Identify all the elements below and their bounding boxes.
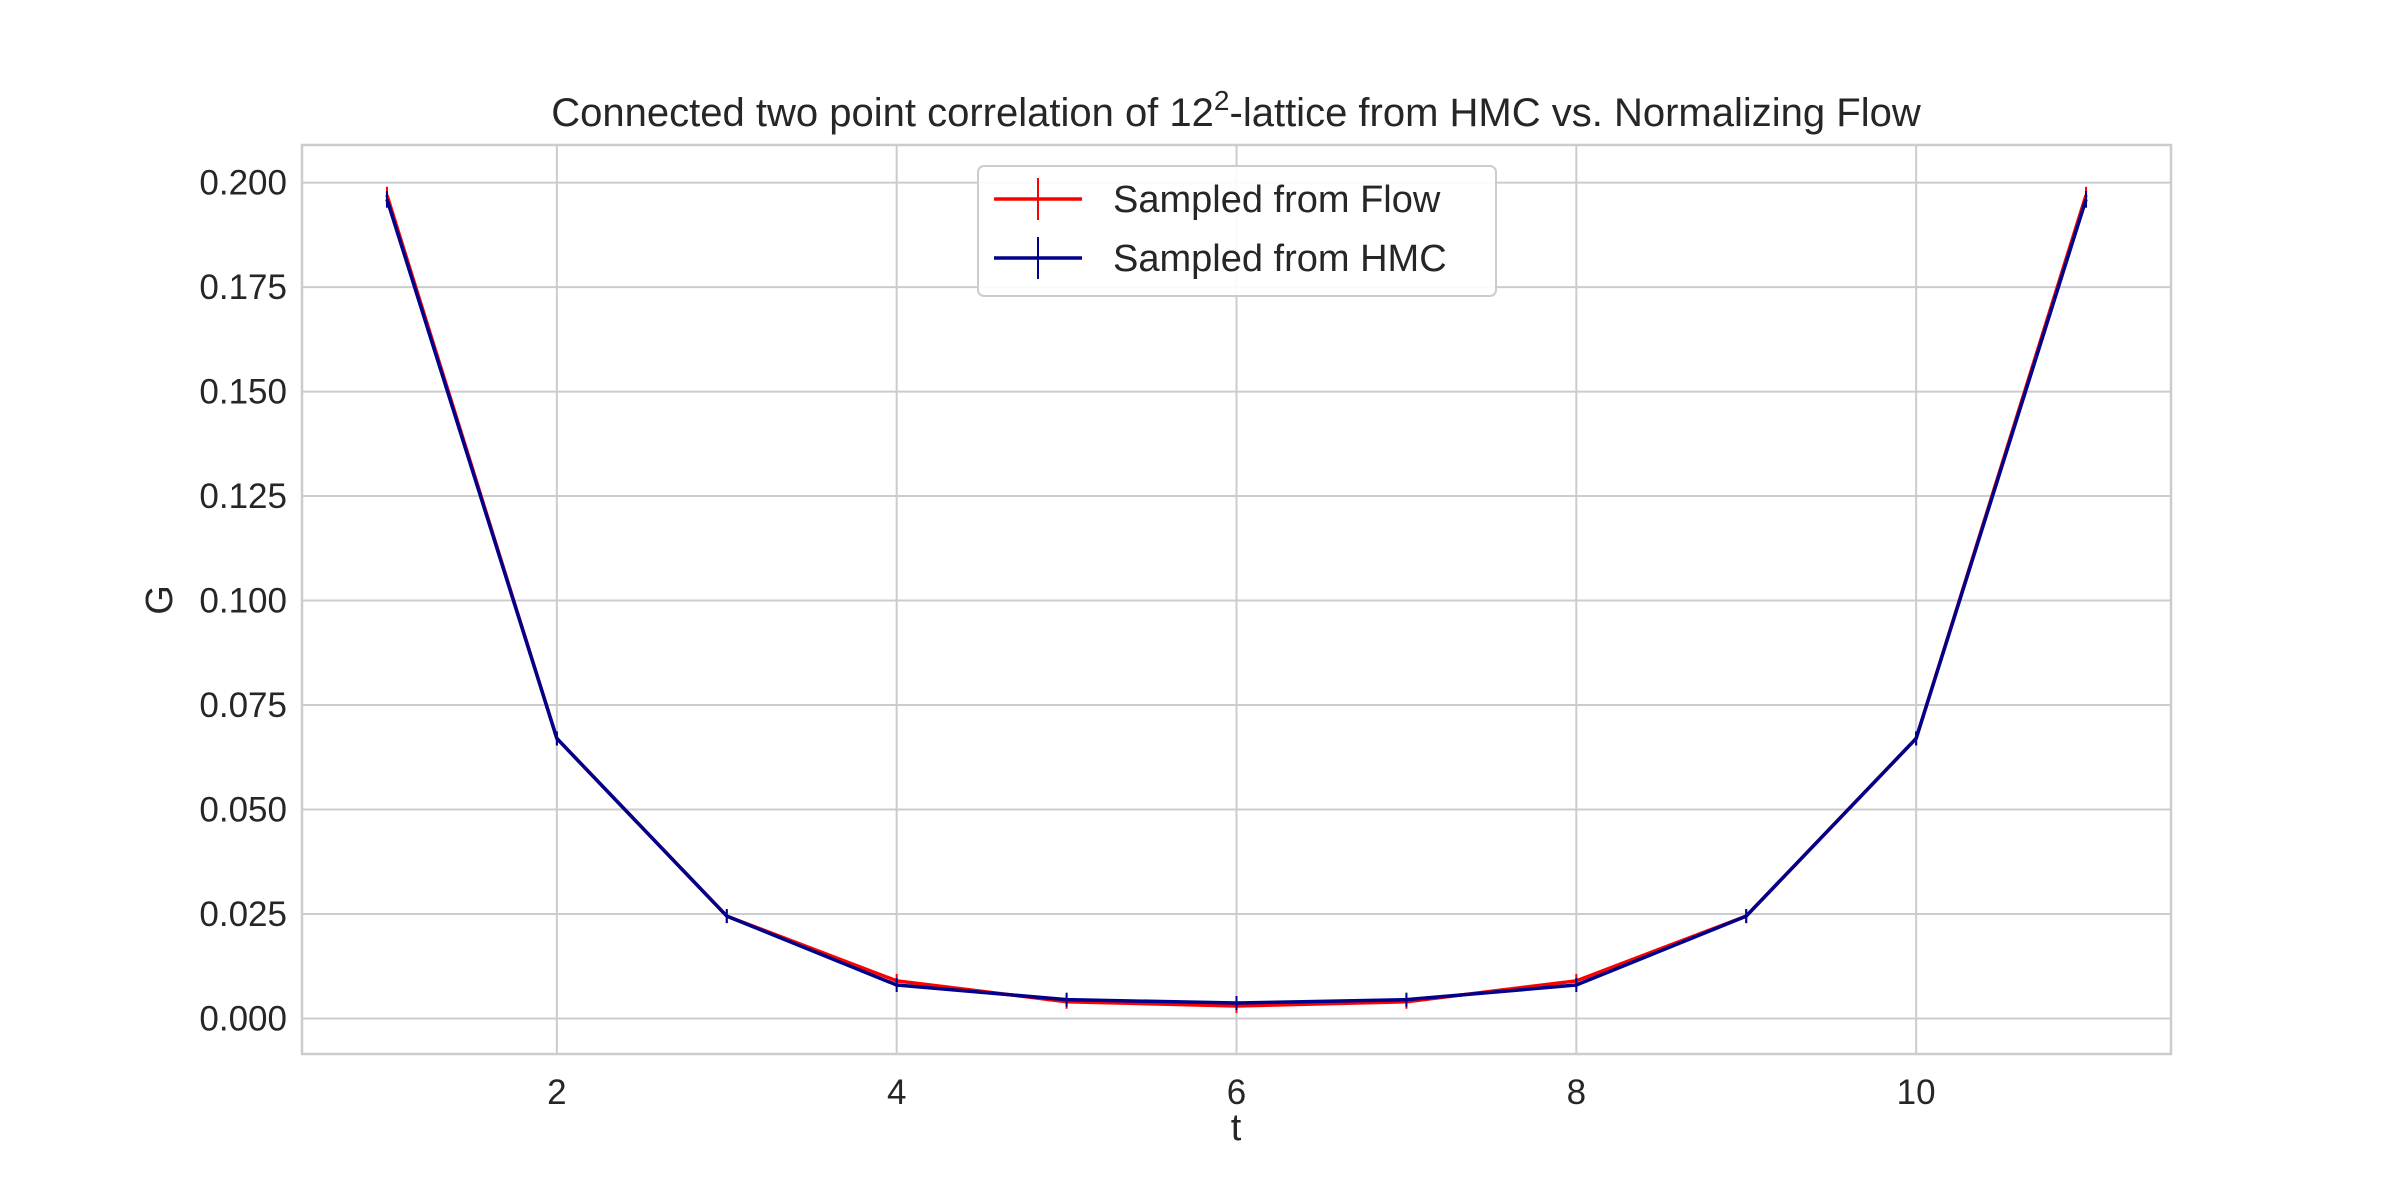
x-tick-label: 4: [887, 1073, 906, 1112]
chart-title-suffix: -lattice from HMC vs. Normalizing Flow: [1230, 91, 1921, 135]
chart-title-base: 12: [1169, 91, 1214, 135]
y-tick-label: 0.100: [199, 582, 287, 621]
x-tick-label: 2: [547, 1073, 566, 1112]
x-tick-label: 10: [1897, 1073, 1936, 1112]
series-hmc: [385, 190, 2088, 1011]
chart-title-superscript: 2: [1214, 85, 1230, 116]
y-tick-label: 0.025: [199, 895, 287, 934]
legend-box: [977, 165, 1497, 297]
y-tick-label: 0.175: [199, 268, 287, 307]
chart-title-prefix: Connected two point correlation of: [551, 91, 1169, 135]
legend-flow-label: Sampled from Flow: [1113, 179, 1441, 221]
chart-title: Connected two point correlation of 122-l…: [551, 85, 1921, 135]
x-tick-label: 6: [1227, 1073, 1246, 1112]
x-tick-labels: 2 4 6 8 10: [547, 1073, 1935, 1112]
y-tick-label: 0.050: [199, 791, 287, 830]
legend-hmc-label: Sampled from HMC: [1113, 238, 1447, 280]
series-layer: [385, 186, 2088, 1013]
x-tick-label: 8: [1567, 1073, 1586, 1112]
y-tick-label: 0.000: [199, 999, 287, 1038]
legend: Sampled from Flow Sampled from HMC: [977, 165, 1497, 297]
y-tick-label: 0.125: [199, 477, 287, 516]
y-tick-labels: 0.000 0.025 0.050 0.075 0.100 0.125 0.150 0.175…: [199, 164, 287, 1039]
grid: [302, 145, 2171, 1054]
x-axis-label: t: [1231, 1107, 1242, 1149]
y-tick-label: 0.200: [199, 164, 287, 203]
y-tick-label: 0.150: [199, 373, 287, 412]
y-tick-label: 0.075: [199, 686, 287, 725]
plot-frame: [300, 143, 2173, 1056]
y-axis-label: G: [139, 585, 181, 615]
